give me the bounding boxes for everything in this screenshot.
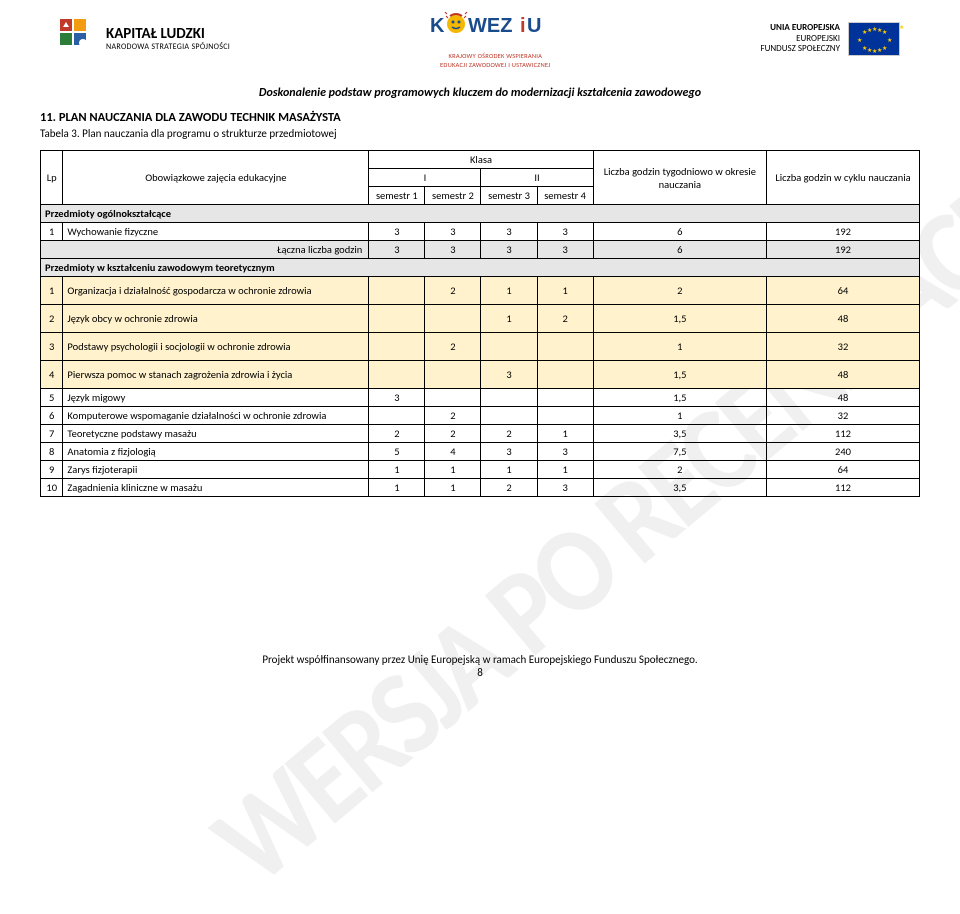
table-row: 1Wychowanie fizyczne33336192: [41, 223, 920, 241]
svg-text:K: K: [430, 15, 445, 37]
group-header: Przedmioty ogólnokształcące: [41, 205, 920, 223]
th-weekly: Liczba godzin tygodniowo w okresie naucz…: [593, 151, 766, 205]
table-row: 7Teoretyczne podstawy masażu22213,5112: [41, 425, 920, 443]
logo-eu: UNIA EUROPEJSKA EUROPEJSKI FUNDUSZ SPOŁE…: [760, 22, 900, 56]
table-row: 2Język obcy w ochronie zdrowia121,548: [41, 305, 920, 333]
th-klasa: Klasa: [369, 151, 593, 169]
logo-koweziu: K WEZ i U KRAJOWY OŚRODEK WSPIERANIA EDU…: [430, 10, 560, 68]
table-row: 9Zarys fizjoterapii1111264: [41, 461, 920, 479]
th-roman-1: I: [369, 169, 481, 187]
th-sem1: semestr 1: [369, 187, 425, 205]
svg-text:U: U: [527, 15, 541, 37]
table-row: 10Zagadnienia kliniczne w masażu11233,51…: [41, 479, 920, 497]
group-header: Przedmioty w kształceniu zawodowym teore…: [41, 259, 920, 277]
footer: Projekt współfinansowany przez Unię Euro…: [0, 653, 960, 679]
kl-icon: [60, 19, 100, 59]
table-row: 4Pierwsza pomoc w stanach zagrożenia zdr…: [41, 361, 920, 389]
th-cycle: Liczba godzin w cyklu nauczania: [767, 151, 920, 205]
th-lp: Lp: [41, 151, 63, 205]
table-label: Tabela 3. Plan nauczania dla programu o …: [40, 127, 920, 140]
koweziu-sub1: KRAJOWY OŚRODEK WSPIERANIA: [430, 53, 560, 60]
eu-line3: FUNDUSZ SPOŁECZNY: [760, 44, 840, 55]
table-row: 5Język migowy31,548: [41, 389, 920, 407]
svg-text:WEZ: WEZ: [468, 15, 512, 37]
eu-line1: UNIA EUROPEJSKA: [760, 23, 840, 34]
page-number: 8: [0, 666, 960, 679]
th-roman-2: II: [481, 169, 593, 187]
table-row: 1Organizacja i działalność gospodarcza w…: [41, 277, 920, 305]
logo-kapital-ludzki: KAPITAŁ LUDZKI NARODOWA STRATEGIA SPÓJNO…: [60, 19, 230, 59]
table-row: 6Komputerowe wspomaganie działalności w …: [41, 407, 920, 425]
th-sem4: semestr 4: [537, 187, 593, 205]
header: KAPITAŁ LUDZKI NARODOWA STRATEGIA SPÓJNO…: [0, 0, 960, 72]
kl-subtitle: NARODOWA STRATEGIA SPÓJNOŚCI: [106, 43, 230, 52]
curriculum-table: Lp Obowiązkowe zajęcia edukacyjne Klasa …: [40, 150, 920, 497]
section-title: 11. PLAN NAUCZANIA DLA ZAWODU TECHNIK MA…: [40, 110, 920, 125]
eu-flag-icon: ★★ ★★ ★★ ★★ ★★ ★★: [848, 22, 900, 56]
th-sem2: semestr 2: [425, 187, 481, 205]
koweziu-sub2: EDUKACJI ZAWODOWEJ I USTAWICZNEJ: [430, 62, 560, 69]
document-subtitle: Doskonalenie podstaw programowych klucze…: [0, 72, 960, 110]
koweziu-emblem: K WEZ i U: [430, 10, 560, 51]
kl-title: KAPITAŁ LUDZKI: [106, 26, 230, 43]
table-row: 3Podstawy psychologii i socjologii w och…: [41, 333, 920, 361]
th-name: Obowiązkowe zajęcia edukacyjne: [63, 151, 369, 205]
sum-row: Łączna liczba godzin33336192: [41, 241, 920, 259]
table-row: 8Anatomia z fizjologią54337,5240: [41, 443, 920, 461]
footer-text: Projekt współfinansowany przez Unię Euro…: [0, 653, 960, 666]
th-sem3: semestr 3: [481, 187, 537, 205]
content: 11. PLAN NAUCZANIA DLA ZAWODU TECHNIK MA…: [0, 110, 960, 497]
svg-text:i: i: [520, 15, 526, 37]
